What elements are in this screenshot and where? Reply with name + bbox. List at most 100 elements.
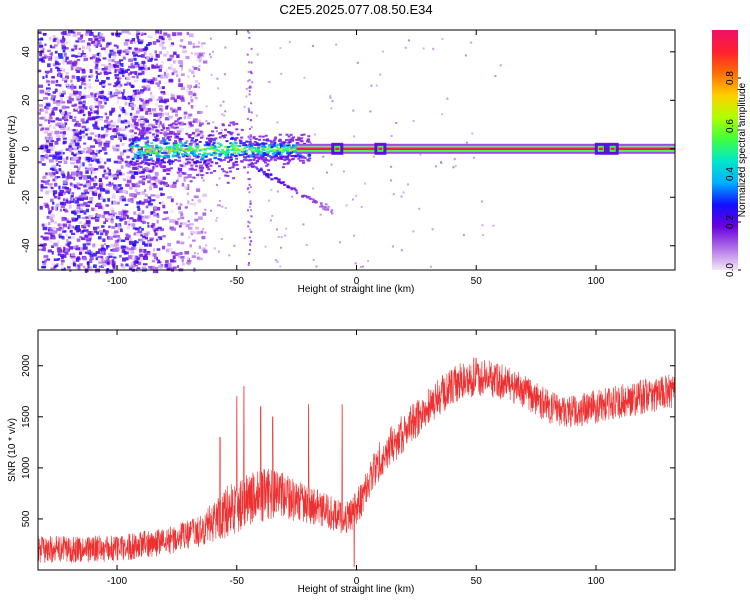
noise-cell: [71, 30, 74, 34]
snr-series-line: [38, 357, 675, 568]
tone-onset-cell: [212, 149, 216, 152]
tone-onset-cell: [151, 159, 155, 162]
noise-cell: [105, 140, 111, 144]
tone-onset-cell: [273, 138, 277, 141]
tone-onset-cell: [149, 157, 153, 160]
noise-cell: [46, 149, 51, 154]
noise-cell: [73, 108, 78, 112]
noise-cell: [133, 64, 138, 68]
noise-cell: [155, 194, 160, 199]
noise-cell: [144, 243, 149, 247]
noise-cell: [84, 128, 88, 132]
noise-cell: [94, 97, 99, 101]
noise-cell: [62, 59, 67, 62]
noise-cell: [126, 149, 129, 152]
noise-cell: [71, 232, 76, 235]
noise-cell: [73, 60, 78, 65]
tone-onset-cell: [158, 162, 162, 165]
noise-cell: [59, 201, 64, 206]
noise-cell: [83, 147, 87, 150]
noise-cell: [83, 189, 88, 192]
noise-cell: [165, 68, 169, 73]
streak-cell: [247, 264, 250, 266]
noise-cell: [172, 32, 177, 37]
speckle-cell: [279, 47, 282, 50]
noise-cell: [96, 52, 100, 56]
noise-cell: [88, 267, 91, 271]
tone-onset-cell: [259, 155, 263, 157]
tone-onset-cell: [140, 154, 144, 157]
noise-cell: [151, 95, 155, 100]
speckle-cell: [213, 247, 216, 250]
noise-cell: [41, 163, 46, 166]
noise-cell: [76, 120, 79, 123]
tone-onset-cell: [192, 176, 196, 179]
noise-cell: [58, 56, 64, 59]
noise-cell: [59, 109, 62, 112]
noise-cell: [131, 256, 135, 260]
tone-onset-cell: [180, 138, 184, 141]
noise-cell: [158, 68, 162, 72]
noise-cell: [157, 118, 161, 122]
speckle-cell: [305, 244, 308, 246]
noise-cell: [141, 153, 147, 156]
tone-onset-cell: [208, 139, 211, 142]
noise-cell: [82, 134, 86, 139]
noise-cell: [147, 67, 151, 70]
noise-cell: [138, 257, 143, 262]
tone-onset-cell: [142, 175, 146, 178]
noise-cell: [94, 93, 97, 98]
noise-cell: [161, 165, 166, 169]
speckle-cell: [216, 183, 218, 186]
speckle-cell: [481, 224, 484, 227]
noise-cell: [149, 243, 152, 247]
noise-cell: [168, 79, 174, 83]
noise-cell: [168, 263, 172, 267]
noise-cell: [172, 70, 178, 74]
noise-cell: [151, 211, 156, 214]
noise-cell: [146, 108, 152, 112]
tone-onset-cell: [226, 148, 230, 151]
tone-onset-cell: [134, 145, 138, 148]
spectrogram-x-tick-label: 0: [354, 276, 360, 287]
noise-cell: [92, 150, 95, 154]
tone-onset-cell: [136, 151, 140, 154]
tone-onset-cell: [141, 132, 145, 135]
tone-onset-cell: [298, 159, 302, 162]
noise-cell: [68, 246, 73, 250]
speckle-cell: [315, 265, 318, 268]
tone-onset-cell: [252, 165, 255, 168]
noise-cell: [43, 131, 48, 134]
tone-onset-cell: [219, 151, 223, 154]
noise-cell: [78, 156, 82, 160]
noise-cell: [131, 38, 136, 42]
noise-cell: [179, 95, 184, 99]
noise-cell: [69, 197, 73, 201]
tone-onset-cell: [196, 134, 200, 137]
speckle-cell: [233, 244, 236, 247]
noise-cell: [62, 198, 65, 202]
streak-cell: [249, 186, 252, 189]
tone-onset-cell: [279, 157, 283, 160]
noise-cell: [171, 251, 176, 255]
noise-cell: [80, 174, 83, 178]
noise-cell: [62, 49, 66, 53]
tone-onset-cell: [279, 142, 283, 145]
noise-cell: [192, 93, 197, 97]
noise-cell: [71, 255, 76, 259]
tone-onset-cell: [244, 153, 248, 155]
tone-onset-cell: [261, 135, 265, 138]
noise-cell: [147, 41, 152, 46]
noise-cell: [123, 96, 127, 100]
tone-onset-cell: [250, 155, 254, 158]
noise-cell: [78, 263, 83, 267]
noise-cell: [65, 243, 70, 246]
noise-cell: [122, 92, 125, 96]
noise-cell: [75, 217, 79, 220]
streak-cell: [250, 86, 253, 89]
speckle-cell: [313, 133, 316, 136]
tone-onset-cell: [270, 145, 274, 148]
noise-cell: [49, 113, 52, 118]
noise-cell: [66, 239, 69, 243]
tone-onset-cell: [240, 128, 244, 131]
